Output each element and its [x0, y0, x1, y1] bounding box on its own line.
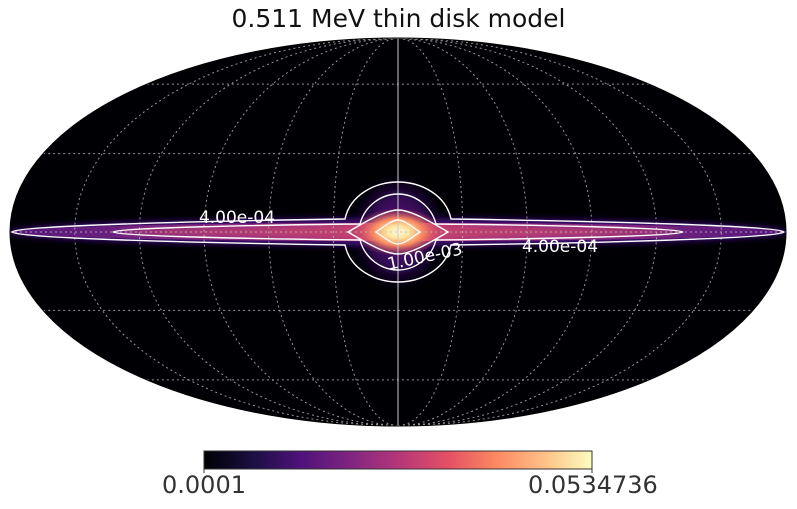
graticule-meridian	[397, 37, 464, 427]
chart-title: 0.511 MeV thin disk model	[231, 4, 566, 33]
contour-core	[374, 219, 422, 245]
contour-outer	[11, 181, 785, 283]
map-outline	[9, 37, 787, 427]
graticule-meridian	[332, 37, 399, 427]
contours	[11, 181, 785, 283]
graticule-meridian	[268, 37, 399, 427]
contour-label-right: 4.00e-04	[522, 237, 598, 257]
colorbar-max-label: 0.0534736	[528, 471, 658, 499]
colorbar-min-label: 0.0001	[162, 471, 246, 499]
graticule-meridian	[397, 37, 658, 427]
graticule-meridian	[138, 37, 399, 427]
contour-label-left: 4.00e-04	[199, 208, 275, 228]
contour-inner	[346, 209, 450, 255]
graticule-meridian	[397, 37, 528, 427]
contour-mid	[112, 193, 684, 271]
graticule	[10, 37, 786, 427]
colorbar	[203, 450, 593, 470]
